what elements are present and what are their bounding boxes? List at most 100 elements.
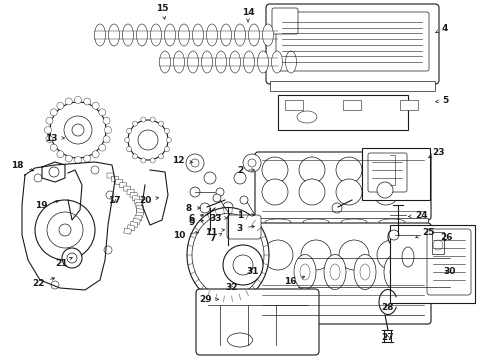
- Text: 15: 15: [156, 4, 168, 19]
- Circle shape: [34, 174, 42, 182]
- FancyBboxPatch shape: [196, 289, 319, 355]
- Circle shape: [186, 154, 204, 172]
- Bar: [120, 183, 127, 188]
- Ellipse shape: [341, 219, 367, 225]
- Circle shape: [332, 203, 342, 213]
- Ellipse shape: [108, 24, 120, 46]
- Text: 8: 8: [186, 203, 200, 212]
- Ellipse shape: [390, 264, 400, 280]
- Circle shape: [233, 255, 253, 275]
- Circle shape: [138, 130, 158, 150]
- Ellipse shape: [360, 264, 370, 280]
- Ellipse shape: [188, 51, 198, 73]
- Ellipse shape: [330, 264, 340, 280]
- Circle shape: [50, 109, 57, 116]
- Text: 5: 5: [436, 95, 448, 104]
- Circle shape: [99, 109, 106, 116]
- Circle shape: [84, 98, 91, 105]
- Circle shape: [433, 240, 443, 250]
- Bar: [343, 100, 361, 110]
- Circle shape: [377, 182, 393, 198]
- Ellipse shape: [248, 24, 260, 46]
- Circle shape: [35, 200, 95, 260]
- Circle shape: [49, 167, 59, 177]
- Circle shape: [65, 155, 72, 162]
- Ellipse shape: [384, 255, 406, 289]
- Circle shape: [336, 179, 362, 205]
- Ellipse shape: [216, 51, 226, 73]
- Circle shape: [103, 117, 110, 124]
- Text: 30: 30: [443, 267, 455, 276]
- Circle shape: [213, 194, 221, 202]
- Bar: [136, 202, 143, 208]
- Text: 24: 24: [409, 211, 428, 220]
- Circle shape: [132, 154, 137, 159]
- Circle shape: [74, 96, 81, 104]
- Circle shape: [165, 147, 170, 152]
- Ellipse shape: [193, 24, 203, 46]
- Circle shape: [57, 151, 64, 158]
- Bar: [107, 173, 114, 178]
- Text: 31: 31: [247, 267, 259, 276]
- Circle shape: [216, 188, 224, 196]
- Ellipse shape: [192, 213, 264, 297]
- Bar: [123, 186, 131, 191]
- Circle shape: [104, 126, 112, 134]
- Text: 2: 2: [237, 166, 254, 175]
- Circle shape: [336, 157, 362, 183]
- Ellipse shape: [324, 255, 346, 289]
- Bar: [285, 100, 303, 110]
- Text: 4: 4: [436, 23, 448, 33]
- Text: 33: 33: [210, 213, 228, 222]
- Circle shape: [126, 129, 132, 134]
- Ellipse shape: [95, 24, 105, 46]
- Ellipse shape: [420, 264, 430, 280]
- Circle shape: [248, 159, 256, 167]
- Circle shape: [64, 116, 92, 144]
- Text: 28: 28: [382, 303, 394, 312]
- Bar: [362, 148, 430, 200]
- Bar: [127, 189, 134, 194]
- Ellipse shape: [354, 255, 376, 289]
- Bar: [270, 81, 435, 91]
- Circle shape: [51, 281, 59, 289]
- Circle shape: [45, 126, 51, 134]
- Circle shape: [159, 121, 164, 126]
- Text: 3: 3: [237, 224, 254, 233]
- Text: 9: 9: [189, 217, 203, 226]
- Text: 32: 32: [226, 284, 238, 292]
- FancyBboxPatch shape: [368, 153, 407, 192]
- Bar: [136, 208, 144, 214]
- FancyBboxPatch shape: [227, 215, 261, 239]
- Bar: [390, 225, 475, 303]
- Ellipse shape: [297, 111, 317, 123]
- Circle shape: [128, 120, 168, 160]
- Bar: [134, 215, 142, 221]
- Text: 25: 25: [416, 228, 435, 238]
- Ellipse shape: [235, 24, 245, 46]
- Circle shape: [200, 203, 210, 213]
- FancyBboxPatch shape: [255, 152, 431, 220]
- Text: 13: 13: [46, 134, 65, 143]
- Text: 17: 17: [108, 195, 121, 204]
- Circle shape: [72, 124, 84, 136]
- Text: 19: 19: [35, 200, 58, 210]
- Circle shape: [91, 166, 99, 174]
- Circle shape: [243, 154, 261, 172]
- Text: 29: 29: [199, 296, 219, 305]
- Ellipse shape: [400, 235, 416, 245]
- Bar: [127, 225, 135, 231]
- Ellipse shape: [165, 24, 175, 46]
- Text: 6: 6: [189, 213, 203, 222]
- Ellipse shape: [178, 24, 190, 46]
- Circle shape: [299, 179, 325, 205]
- Bar: [132, 195, 140, 201]
- Bar: [130, 221, 138, 228]
- Circle shape: [59, 224, 71, 236]
- Text: 7: 7: [210, 234, 222, 243]
- Circle shape: [74, 157, 81, 163]
- Ellipse shape: [160, 51, 171, 73]
- Text: 16: 16: [285, 276, 305, 287]
- Bar: [111, 176, 119, 181]
- Circle shape: [389, 230, 399, 240]
